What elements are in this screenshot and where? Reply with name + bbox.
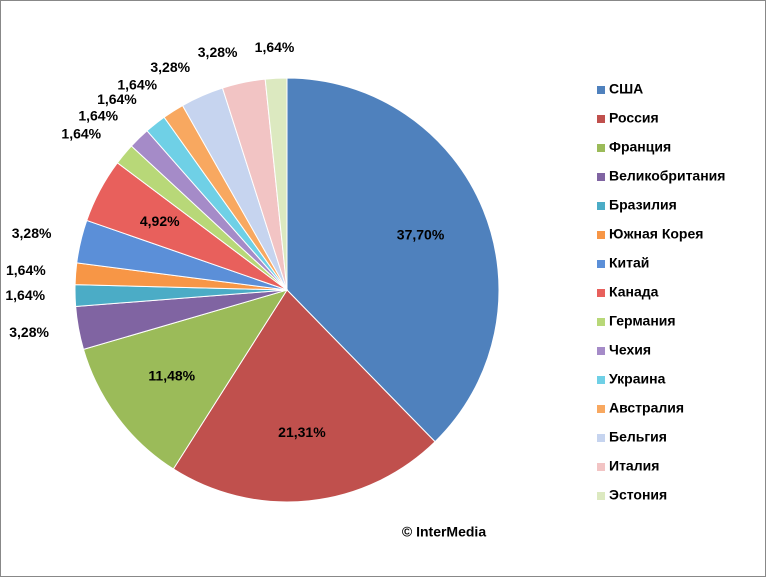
legend-swatch [597, 318, 605, 326]
legend-label: Канада [609, 284, 659, 300]
legend-label: Украина [609, 371, 666, 387]
data-label: 21,31% [278, 424, 326, 440]
legend-swatch [597, 434, 605, 442]
legend-swatch [597, 463, 605, 471]
legend-swatch [597, 260, 605, 268]
legend-label: Китай [609, 255, 649, 271]
data-label: 1,64% [5, 287, 45, 303]
data-label: 1,64% [61, 126, 101, 142]
legend-swatch [597, 376, 605, 384]
data-label: 1,64% [78, 107, 118, 123]
legend-swatch [597, 86, 605, 94]
data-label: 1,64% [97, 91, 137, 107]
legend-label: Чехия [609, 342, 651, 358]
data-label: 3,28% [9, 324, 49, 340]
data-label: 1,64% [255, 39, 295, 55]
pie-slice [286, 77, 500, 443]
legend-swatch [597, 231, 605, 239]
legend-label: Австралия [609, 400, 684, 416]
legend-label: Италия [609, 458, 659, 474]
legend-swatch [597, 115, 605, 123]
legend-label: США [609, 81, 643, 97]
legend-swatch [597, 347, 605, 355]
legend-label: Бельгия [609, 429, 667, 445]
legend-swatch [597, 492, 605, 500]
legend-label: Эстония [609, 487, 667, 503]
legend-label: Германия [609, 313, 676, 329]
legend-swatch [597, 144, 605, 152]
data-label: 3,28% [12, 225, 52, 241]
data-label: 1,64% [117, 77, 157, 93]
annotation: © InterMedia [402, 524, 486, 540]
legend-swatch [597, 173, 605, 181]
legend-swatch [597, 289, 605, 297]
data-label: 11,48% [148, 367, 195, 383]
legend-label: Франция [609, 139, 671, 155]
legend-swatch [597, 405, 605, 413]
data-label: 37,70% [397, 226, 445, 242]
legend-label: Россия [609, 110, 659, 126]
data-label: 3,28% [150, 59, 190, 75]
pie-slice [264, 77, 288, 291]
data-label: 1,64% [6, 262, 46, 278]
legend-label: Южная Корея [609, 226, 703, 242]
legend-label: Бразилия [609, 197, 677, 213]
legend-swatch [597, 202, 605, 210]
legend-label: Великобритания [609, 168, 725, 184]
data-label: 3,28% [198, 44, 238, 60]
data-label: 4,92% [140, 213, 180, 229]
pie-slice [172, 289, 436, 503]
